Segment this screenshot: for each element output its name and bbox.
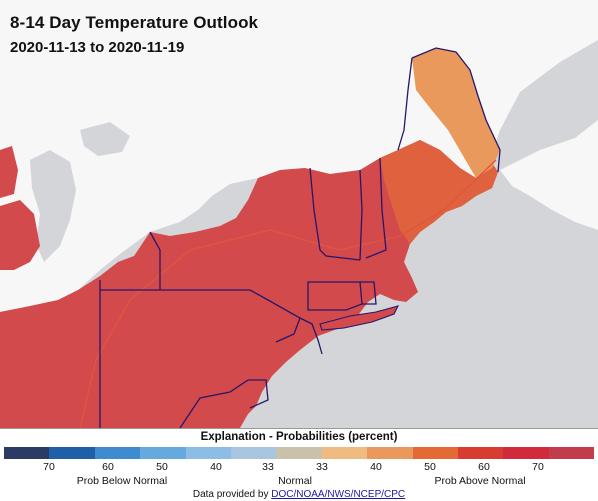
lake-huron [30, 150, 76, 262]
georgian-bay [80, 122, 130, 156]
legend-tick: 60 [102, 461, 114, 473]
legend-tick: 50 [424, 461, 436, 473]
legend-tick: 70 [532, 461, 544, 473]
legend-tick: 50 [156, 461, 168, 473]
probability-legend: Explanation - Probabilities (percent) 70… [0, 428, 598, 501]
legend-tick: 40 [210, 461, 222, 473]
legend-tick: 70 [43, 461, 55, 473]
legend-tick: 40 [370, 461, 382, 473]
outlook-map[interactable]: 8-14 Day Temperature Outlook 2020-11-13 … [0, 0, 598, 428]
credit-prefix: Data provided by [192, 489, 269, 500]
legend-groups: Prob Below Normal Normal Prob Above Norm… [4, 475, 594, 489]
outlook-contour [79, 159, 497, 428]
legend-group-below: Prob Below Normal [76, 475, 168, 487]
legend-bin [49, 447, 95, 459]
legend-bin [367, 447, 413, 459]
legend-bin [4, 447, 50, 459]
legend-bin [412, 447, 458, 459]
legend-bin [321, 447, 368, 459]
lake-ontario [150, 210, 236, 236]
legend-bin [457, 447, 504, 459]
michigan-region [0, 146, 18, 198]
legend-group-normal: Normal [278, 475, 312, 487]
legend-bin [94, 447, 141, 459]
legend-bin [185, 447, 231, 459]
above-50-60-band [380, 140, 498, 244]
credit-link[interactable]: DOC/NOAA/NWS/NCEP/CPC [271, 489, 406, 500]
ohio-region [0, 200, 40, 270]
legend-bin [548, 447, 595, 459]
legend-group-above: Prob Above Normal [434, 475, 526, 487]
data-credit: Data provided by DOC/NOAA/NWS/NCEP/CPC [0, 489, 598, 500]
title-block: 8-14 Day Temperature Outlook 2020-11-13 … [10, 12, 258, 59]
legend-bin [276, 447, 322, 459]
legend-bin [503, 447, 549, 459]
legend-title: Explanation - Probabilities (percent) [200, 431, 398, 443]
map-canvas[interactable] [0, 0, 598, 428]
maritimes-land [500, 120, 598, 230]
legend-bin [230, 447, 277, 459]
legend-tick: 33 [262, 461, 274, 473]
long-island [319, 305, 400, 331]
above-40-50-maine [412, 48, 500, 178]
legend-tick: 33 [316, 461, 328, 473]
state-borders [99, 47, 501, 428]
legend-bin [140, 447, 186, 459]
map-date-range: 2020-11-13 to 2020-11-19 [10, 39, 185, 56]
us-northeast-land [0, 140, 498, 428]
legend-ticks: 70 60 50 40 33 33 40 50 60 70 [4, 461, 594, 475]
legend-color-bins [4, 447, 595, 459]
map-title: 8-14 Day Temperature Outlook [10, 13, 259, 32]
legend-tick: 60 [478, 461, 490, 473]
